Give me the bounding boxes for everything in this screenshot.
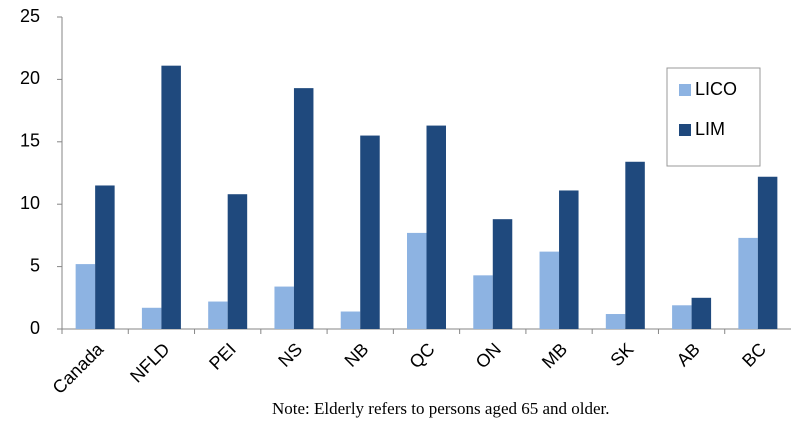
bar xyxy=(208,301,228,329)
bar xyxy=(274,286,294,329)
y-tick-label: 25 xyxy=(20,6,40,26)
bar xyxy=(75,264,96,329)
legend-label: LICO xyxy=(695,79,737,99)
x-tick-label: NFLD xyxy=(126,339,173,386)
x-tick-label: SK xyxy=(606,339,637,370)
bar xyxy=(141,307,162,329)
bar xyxy=(492,219,513,329)
x-tick-label: BC xyxy=(738,339,770,371)
bar xyxy=(340,311,361,329)
x-tick-label: MB xyxy=(538,339,571,372)
bar xyxy=(95,185,115,329)
x-tick-label: AB xyxy=(673,339,704,370)
y-tick-label: 10 xyxy=(20,193,40,213)
x-tick-label: NS xyxy=(274,339,306,371)
bar xyxy=(691,297,712,329)
bar xyxy=(539,251,560,329)
legend-swatch xyxy=(679,84,691,96)
bar xyxy=(559,190,579,329)
bar xyxy=(407,232,427,329)
legend-swatch xyxy=(679,124,691,136)
bar xyxy=(757,176,778,329)
bar xyxy=(738,237,758,329)
legend-label: LIM xyxy=(695,119,725,139)
x-tick-label: PEI xyxy=(205,339,240,374)
bar xyxy=(161,65,181,329)
y-tick-label: 0 xyxy=(30,318,40,338)
y-tick-label: 5 xyxy=(30,255,40,275)
x-tick-label: ON xyxy=(472,339,505,372)
bar xyxy=(227,194,248,329)
x-tick-label: NB xyxy=(341,339,373,371)
bar xyxy=(426,125,446,330)
bar xyxy=(293,88,314,329)
x-tick-label: Canada xyxy=(49,338,108,397)
y-tick-label: 15 xyxy=(20,131,40,151)
bar xyxy=(672,305,692,329)
bar xyxy=(625,161,645,329)
bar xyxy=(360,135,380,329)
legend-box xyxy=(666,67,761,167)
bar xyxy=(473,275,493,329)
bar xyxy=(605,314,626,329)
y-tick-label: 20 xyxy=(20,68,40,88)
note: Note: Elderly refers to persons aged 65 … xyxy=(272,399,610,418)
x-tick-label: QC xyxy=(405,339,438,372)
